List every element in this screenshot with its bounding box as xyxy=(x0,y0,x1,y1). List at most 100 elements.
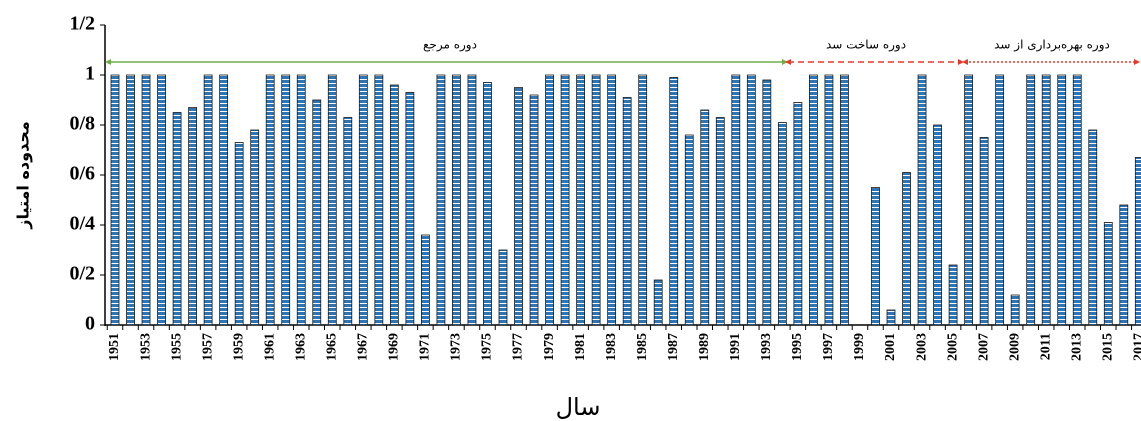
bar xyxy=(389,84,399,326)
x-tick-label: 1961 xyxy=(262,333,277,361)
bar xyxy=(917,74,927,326)
bar xyxy=(234,142,244,326)
bar xyxy=(250,129,260,326)
x-tick-label: 2009 xyxy=(1007,333,1022,361)
bar xyxy=(824,74,834,326)
bar xyxy=(700,109,710,326)
bar xyxy=(1041,74,1051,326)
bar xyxy=(979,137,989,326)
bar xyxy=(1072,74,1082,326)
x-tick-label: 1963 xyxy=(293,333,308,361)
bar xyxy=(188,107,198,326)
y-tick-label: 1 xyxy=(85,63,95,85)
y-tick-label: 0 xyxy=(85,313,95,335)
bar xyxy=(793,102,803,326)
bar xyxy=(498,249,508,326)
bar xyxy=(715,117,725,326)
period-label: دوره مرجع xyxy=(423,38,477,53)
bar xyxy=(265,74,275,326)
bar xyxy=(871,187,880,326)
bar xyxy=(653,279,663,326)
bar xyxy=(374,74,384,326)
x-tick-label: 2013 xyxy=(1069,333,1084,361)
bar xyxy=(995,74,1005,326)
bar xyxy=(576,74,585,326)
bar xyxy=(669,77,679,326)
bar xyxy=(203,74,213,326)
bar xyxy=(141,74,151,326)
bar xyxy=(1088,129,1098,326)
bar xyxy=(638,74,648,326)
bar xyxy=(343,117,353,326)
x-tick-label: 1969 xyxy=(387,333,402,361)
x-tick-label: 1977 xyxy=(511,333,526,361)
bar xyxy=(933,124,942,326)
bar xyxy=(840,74,849,326)
x-tick-label: 1953 xyxy=(138,333,153,361)
x-tick-label: 1959 xyxy=(231,333,246,361)
bar xyxy=(886,309,896,326)
x-tick-label: 1979 xyxy=(542,333,557,361)
bar xyxy=(219,74,229,326)
bar xyxy=(467,74,477,326)
bar xyxy=(1010,294,1020,326)
bar xyxy=(545,74,554,326)
period-label: دوره بهره‌برداری از سد xyxy=(994,38,1110,53)
x-tick-label: 2015 xyxy=(1100,333,1115,361)
x-tick-label: 1957 xyxy=(200,333,215,361)
x-tick-label: 2017 xyxy=(1132,333,1141,361)
bar xyxy=(607,74,617,326)
bar xyxy=(514,87,523,326)
bar xyxy=(483,82,492,326)
bar xyxy=(296,74,306,326)
x-tick-label: 2005 xyxy=(945,333,960,361)
bar xyxy=(964,74,973,326)
bar xyxy=(281,74,291,326)
bar xyxy=(622,97,632,326)
bar xyxy=(684,134,694,326)
x-tick-label: 1997 xyxy=(821,333,836,361)
bar xyxy=(420,234,430,326)
bar xyxy=(777,122,787,326)
bar xyxy=(560,74,570,326)
bar xyxy=(110,74,120,326)
bar xyxy=(1119,204,1129,326)
x-tick-label: 2011 xyxy=(1038,333,1053,360)
bar xyxy=(327,74,337,326)
x-tick-label: 1995 xyxy=(790,333,805,361)
bar xyxy=(731,74,741,326)
x-tick-label: 1967 xyxy=(356,333,371,361)
x-tick-label: 1951 xyxy=(107,333,122,361)
x-tick-label: 1971 xyxy=(418,333,433,361)
bar xyxy=(591,74,601,326)
x-tick-label: 1981 xyxy=(573,333,588,361)
bar xyxy=(902,172,911,326)
bar xyxy=(746,74,756,326)
x-tick-label: 1991 xyxy=(728,333,743,361)
bar xyxy=(157,74,166,326)
y-tick-label: 0/4 xyxy=(69,213,95,235)
x-tick-label: 1985 xyxy=(635,333,650,361)
x-tick-label: 2007 xyxy=(976,333,991,361)
x-tick-label: 1973 xyxy=(449,333,464,361)
y-tick-label: 0/6 xyxy=(69,163,95,185)
bar xyxy=(948,264,958,326)
bar xyxy=(529,94,539,326)
x-tick-label: 1965 xyxy=(324,333,339,361)
x-tick-label: 1999 xyxy=(852,333,867,361)
bar xyxy=(312,99,322,326)
period-label: دوره ساخت سد xyxy=(826,38,906,53)
bar xyxy=(172,112,182,326)
bar xyxy=(126,74,135,326)
bar xyxy=(1134,157,1141,326)
bar xyxy=(1026,74,1036,326)
bar xyxy=(358,74,368,326)
bar xyxy=(1057,74,1067,326)
x-tick-label: 1975 xyxy=(480,333,495,361)
y-tick-label: 0/2 xyxy=(69,263,95,285)
y-tick-label: 1/2 xyxy=(69,13,95,35)
y-tick-label: 0/8 xyxy=(69,113,95,135)
x-axis-title: سال xyxy=(556,393,601,421)
